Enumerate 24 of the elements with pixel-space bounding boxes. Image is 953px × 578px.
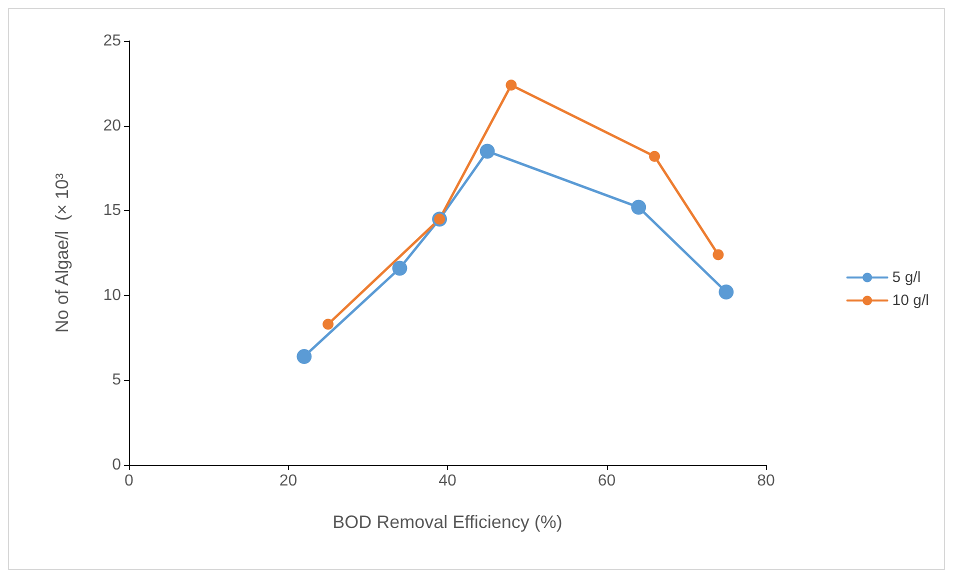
point: [506, 80, 517, 91]
point: [392, 260, 408, 276]
x-tick-label: 80: [757, 472, 775, 490]
y-tick-label: 0: [112, 456, 122, 474]
y-axis-title: No of Algae/l (× 10³: [52, 173, 72, 333]
x-tick-label: 0: [124, 472, 134, 490]
y-tick-label: 15: [103, 202, 122, 220]
y-tick-label: 20: [103, 117, 122, 134]
point: [322, 318, 334, 330]
point: [712, 249, 724, 260]
point: [480, 144, 495, 159]
legend-label: 5 g/l: [892, 269, 921, 286]
x-axis-title: BOD Removal Efficiency (%): [332, 512, 562, 532]
y-tick-label: 10: [103, 286, 122, 304]
point: [649, 150, 660, 162]
x-tick-label: 40: [438, 472, 456, 490]
x-tick-label: 20: [279, 472, 298, 490]
y-tick-label: 5: [112, 372, 122, 389]
legend-label: 10 g/l: [892, 292, 930, 309]
point: [631, 200, 646, 215]
y-tick-label: 25: [103, 32, 122, 50]
point: [296, 348, 312, 364]
x-tick-label: 60: [598, 472, 616, 490]
point: [718, 284, 734, 300]
